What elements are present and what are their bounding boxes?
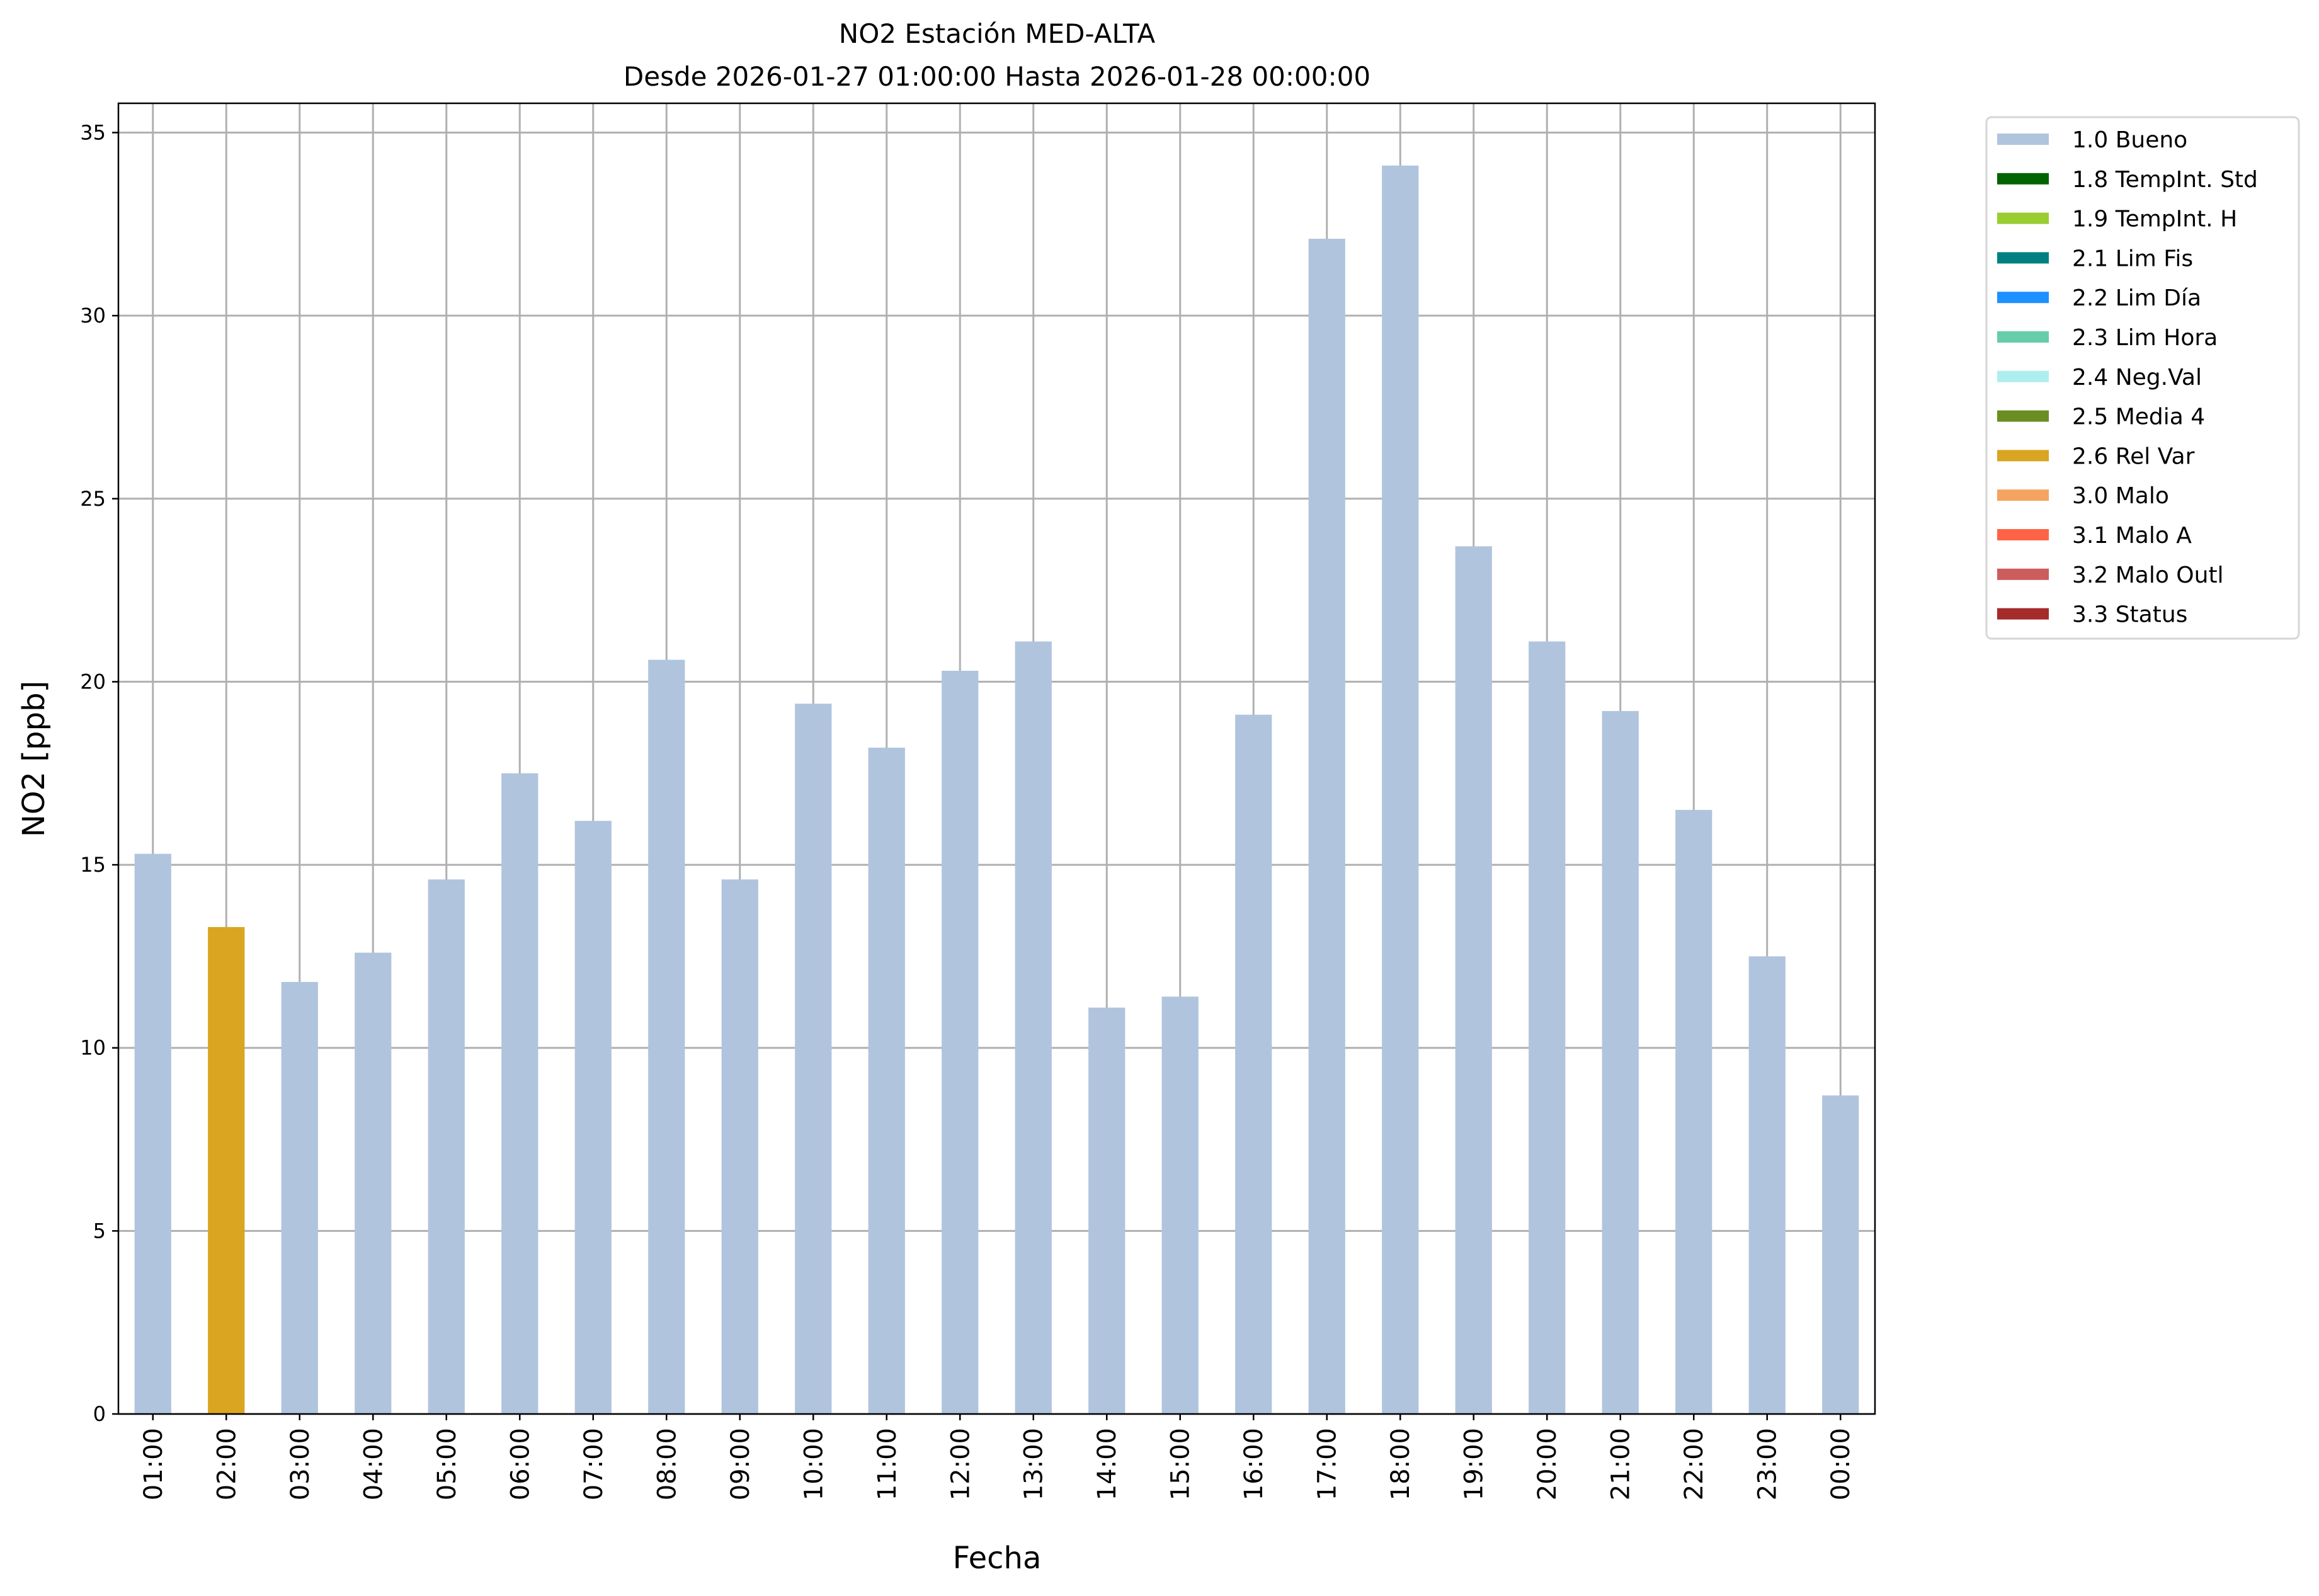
x-tick-label: 22:00: [1680, 1428, 1709, 1500]
y-axis-label: NO2 [ppb]: [16, 681, 52, 837]
x-tick-label: 01:00: [139, 1428, 168, 1500]
bar-0500: [428, 879, 465, 1414]
bar-2300: [1748, 956, 1786, 1414]
x-tick-label: 04:00: [359, 1428, 388, 1500]
legend-swatch: [1997, 608, 2049, 620]
x-tick-label: 19:00: [1460, 1428, 1489, 1500]
bar-0900: [721, 879, 758, 1414]
bar-2200: [1675, 809, 1712, 1414]
x-tick-label: 09:00: [726, 1428, 755, 1500]
bar-0100: [134, 853, 171, 1414]
legend-label: 2.4 Neg.Val: [2072, 365, 2202, 390]
legend-swatch: [1997, 212, 2049, 224]
x-tick-label: 10:00: [799, 1428, 828, 1500]
y-tick-label: 0: [93, 1402, 106, 1426]
legend-swatch: [1997, 450, 2049, 462]
bar-1100: [868, 748, 905, 1414]
y-axis: 0 5 10 15 20 25 30 35: [80, 121, 118, 1426]
legend-swatch: [1997, 410, 2049, 422]
legend-frame: [1985, 116, 2300, 640]
y-tick-label: 30: [80, 304, 106, 328]
bar-1600: [1235, 714, 1272, 1414]
bar-0800: [648, 659, 685, 1414]
legend-swatch: [1997, 134, 2049, 145]
x-tick-label: 03:00: [286, 1428, 315, 1500]
bar-1000: [795, 704, 832, 1414]
y-tick-label: 5: [93, 1219, 106, 1243]
bars: [134, 165, 1859, 1415]
legend-label: 1.9 TempInt. H: [2072, 207, 2237, 232]
bar-1800: [1382, 165, 1419, 1414]
x-tick-label: 20:00: [1533, 1428, 1562, 1500]
legend-label: 1.8 TempInt. Std: [2072, 167, 2258, 193]
y-tick-label: 25: [80, 487, 106, 511]
legend-label: 2.1 Lim Fis: [2072, 246, 2193, 271]
chart-subtitle: Desde 2026-01-27 01:00:00 Hasta 2026-01-…: [624, 61, 1370, 92]
x-tick-label: 17:00: [1313, 1428, 1342, 1500]
legend-swatch: [1997, 292, 2049, 304]
legend-swatch: [1997, 252, 2049, 264]
y-tick-label: 15: [80, 853, 106, 877]
x-tick-label: 06:00: [506, 1428, 535, 1500]
x-tick-label: 18:00: [1386, 1428, 1415, 1500]
x-axis-label: Fecha: [953, 1541, 1042, 1576]
legend-swatch: [1997, 489, 2049, 501]
x-tick-label: 00:00: [1826, 1428, 1855, 1500]
legend-label: 2.5 Media 4: [2072, 404, 2205, 430]
bar-1300: [1015, 641, 1052, 1415]
y-tick-label: 20: [80, 670, 106, 693]
legend: 1.0 Bueno 1.8 TempInt. Std 1.9 TempInt. H 2…: [1985, 116, 2300, 640]
legend-label: 2.2 Lim Día: [2072, 285, 2201, 311]
x-tick-label: 16:00: [1239, 1428, 1268, 1500]
legend-swatch: [1997, 529, 2049, 540]
x-tick-label: 08:00: [652, 1428, 681, 1500]
x-tick-label: 23:00: [1753, 1428, 1782, 1500]
legend-label: 2.6 Rel Var: [2072, 443, 2195, 469]
bar-0200: [208, 926, 245, 1414]
x-tick-label: 02:00: [212, 1428, 241, 1500]
bar-0600: [501, 773, 538, 1414]
legend-label: 3.2 Malo Outl: [2072, 562, 2224, 588]
x-tick-label: 14:00: [1093, 1428, 1122, 1500]
bar-0700: [574, 821, 612, 1414]
bar-2000: [1529, 641, 1566, 1415]
x-tick-label: 12:00: [946, 1428, 975, 1500]
bar-1200: [942, 670, 979, 1414]
bar-1500: [1161, 996, 1199, 1414]
bar-1900: [1455, 546, 1492, 1414]
legend-swatch: [1997, 331, 2049, 343]
y-tick-label: 35: [80, 121, 106, 145]
x-tick-label: 05:00: [433, 1428, 462, 1500]
bar-0000: [1822, 1095, 1859, 1414]
x-tick-label: 15:00: [1166, 1428, 1195, 1500]
legend-swatch: [1997, 370, 2049, 382]
bar-1700: [1308, 239, 1345, 1414]
plot-frame: [117, 102, 1876, 1415]
y-tick-label: 10: [80, 1036, 106, 1060]
x-tick-label: 11:00: [873, 1428, 902, 1500]
bar-2100: [1602, 710, 1639, 1414]
legend-label: 1.0 Bueno: [2072, 127, 2187, 153]
legend-label: 3.1 Malo A: [2072, 523, 2192, 549]
bar-0300: [281, 982, 318, 1414]
legend-swatch: [1997, 173, 2049, 185]
legend-label: 3.3 Status: [2072, 602, 2187, 628]
bar-1400: [1088, 1007, 1125, 1414]
legend-label: 3.0 Malo: [2072, 483, 2169, 509]
x-tick-label: 21:00: [1607, 1428, 1636, 1500]
x-tick-label: 07:00: [579, 1428, 608, 1500]
bar-0400: [355, 952, 392, 1414]
chart-title: NO2 Estación MED-ALTA: [839, 18, 1156, 49]
x-axis: 01:00 02:00 03:00 04:00 05:00 06:00 07:00 08:00…: [139, 1414, 1855, 1500]
legend-label: 2.3 Lim Hora: [2072, 325, 2218, 351]
x-tick-label: 13:00: [1020, 1428, 1049, 1500]
legend-swatch: [1997, 568, 2049, 580]
